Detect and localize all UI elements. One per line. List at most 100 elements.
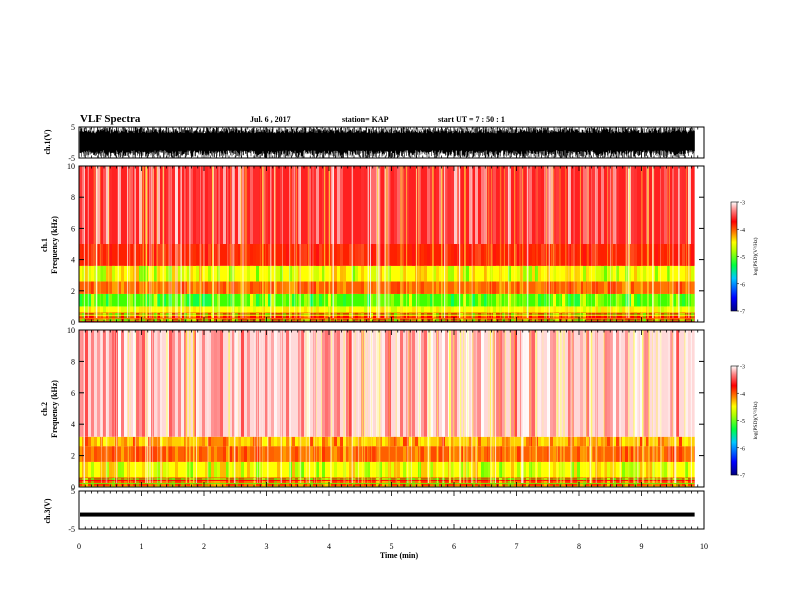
spectral-column — [577, 293, 580, 307]
spectral-column — [124, 306, 127, 313]
spectral-column — [283, 306, 286, 313]
spectral-column — [118, 461, 121, 478]
spectral-column — [334, 281, 337, 294]
spectral-column — [265, 244, 268, 266]
spectral-column — [649, 306, 652, 313]
spectral-column — [439, 281, 442, 294]
spectral-column — [439, 166, 442, 244]
spectral-column — [184, 281, 187, 294]
spectral-column — [79, 436, 82, 447]
spectral-column — [535, 265, 538, 282]
ch1-spec-ylabel-b: Frequency (kHz) — [50, 216, 59, 274]
spectral-column — [571, 461, 574, 478]
spectral-column — [553, 293, 556, 307]
spectral-column — [193, 306, 196, 313]
spectral-column — [370, 244, 373, 266]
spectral-column — [688, 436, 691, 447]
spectral-column — [550, 306, 553, 313]
spectral-column — [88, 436, 91, 447]
spectral-column — [355, 265, 358, 282]
spectral-column — [661, 436, 664, 447]
spectral-column — [301, 281, 304, 294]
spectral-column — [532, 265, 535, 282]
spectral-column — [106, 461, 109, 478]
spectral-column — [451, 265, 454, 282]
spectral-column — [454, 244, 457, 266]
spectral-column — [139, 281, 142, 294]
spectral-column — [157, 265, 160, 282]
spectral-column — [388, 281, 391, 294]
spectral-column — [313, 265, 316, 282]
spectral-column — [298, 461, 301, 478]
spectral-column — [601, 166, 604, 244]
spectral-column — [85, 265, 88, 282]
spectral-column — [364, 281, 367, 294]
spectral-column — [634, 166, 637, 244]
spectral-column — [184, 244, 187, 266]
spectral-column — [484, 166, 487, 244]
spectral-column — [301, 166, 304, 244]
spectral-column — [532, 293, 535, 307]
spectral-column — [352, 461, 355, 478]
spectral-column — [571, 436, 574, 447]
spectral-column — [334, 461, 337, 478]
spectral-column — [358, 306, 361, 313]
spectral-column — [637, 244, 640, 266]
spectral-column — [421, 461, 424, 478]
spectral-column — [586, 244, 589, 266]
spectral-column — [145, 446, 148, 462]
spectral-column — [208, 244, 211, 266]
spectral-column — [139, 330, 142, 437]
spectral-column — [385, 330, 388, 437]
colorbar-label: log(PSD)(V²/Hz) — [752, 237, 759, 275]
spectral-column — [97, 166, 100, 244]
spectral-column — [85, 306, 88, 313]
spectral-column — [652, 446, 655, 462]
panel-frame — [78, 490, 705, 530]
spectral-column — [673, 293, 676, 307]
spectral-column — [121, 293, 124, 307]
spectral-column — [256, 293, 259, 307]
spectral-column — [580, 281, 583, 294]
spectral-column — [232, 166, 235, 244]
spectral-column — [94, 281, 97, 294]
spectral-column — [598, 265, 601, 282]
spectral-column — [694, 306, 695, 313]
spectral-column — [154, 461, 157, 478]
spectral-column — [541, 446, 544, 462]
spectral-column — [445, 461, 448, 478]
spectral-column — [421, 436, 424, 447]
spectral-column — [544, 265, 547, 282]
spectral-column — [292, 293, 295, 307]
spectral-column — [220, 281, 223, 294]
spectral-column — [613, 446, 616, 462]
spectral-column — [526, 436, 529, 447]
spectral-column — [166, 306, 169, 313]
spectral-column — [550, 244, 553, 266]
spectral-column — [466, 265, 469, 282]
spectral-column — [154, 330, 157, 437]
spectral-column — [322, 461, 325, 478]
spectral-column — [259, 436, 262, 447]
spectral-column — [367, 436, 370, 447]
spectral-column — [547, 281, 550, 294]
spectral-column — [250, 281, 253, 294]
spectral-column — [340, 293, 343, 307]
spectral-column — [634, 293, 637, 307]
spectral-column — [466, 461, 469, 478]
spectral-column — [385, 166, 388, 244]
spectral-column — [478, 293, 481, 307]
spectral-column — [619, 330, 622, 437]
spectral-column — [577, 461, 580, 478]
spectral-column — [214, 265, 217, 282]
spectral-column — [343, 265, 346, 282]
spectral-column — [259, 281, 262, 294]
spectral-column — [613, 244, 616, 266]
spectral-column — [403, 461, 406, 478]
spectral-column — [391, 293, 394, 307]
spectral-column — [295, 330, 298, 437]
spectral-column — [661, 446, 664, 462]
spectral-column — [235, 293, 238, 307]
spectral-column — [454, 293, 457, 307]
spectral-column — [229, 446, 232, 462]
